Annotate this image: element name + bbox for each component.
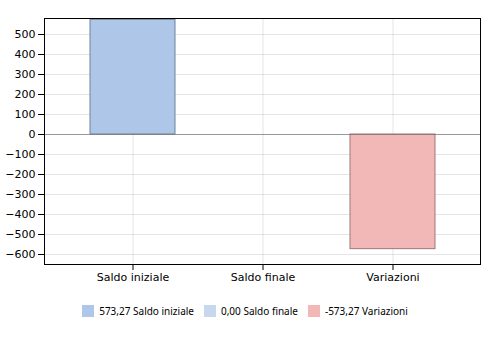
svg-text:100: 100	[15, 108, 36, 121]
html-text:573,27 Saldo iniziale: 573,27 Saldo iniziale	[99, 303, 194, 318]
svg-text:400: 400	[15, 48, 36, 61]
html-text:0,00 Saldo finale: 0,00 Saldo finale	[221, 303, 298, 318]
svg-text:200: 200	[15, 88, 36, 101]
svg-text:−600: −600	[5, 248, 35, 261]
svg-text:−200: −200	[5, 168, 35, 181]
html-text:-573,27 Variazioni: -573,27 Variazioni	[324, 303, 408, 318]
svg-text:−500: −500	[5, 228, 35, 241]
svg-text:Variazioni: Variazioni	[366, 271, 419, 284]
svg-text:300: 300	[15, 68, 36, 81]
svg-text:Saldo iniziale: Saldo iniziale	[97, 271, 170, 284]
svg-text:500: 500	[15, 28, 36, 41]
svg-text:−400: −400	[5, 208, 35, 221]
svg-text:0: 0	[29, 128, 36, 141]
svg-text:−100: −100	[5, 148, 35, 161]
svg-text:−300: −300	[5, 188, 35, 201]
svg-text:Saldo finale: Saldo finale	[231, 271, 296, 284]
